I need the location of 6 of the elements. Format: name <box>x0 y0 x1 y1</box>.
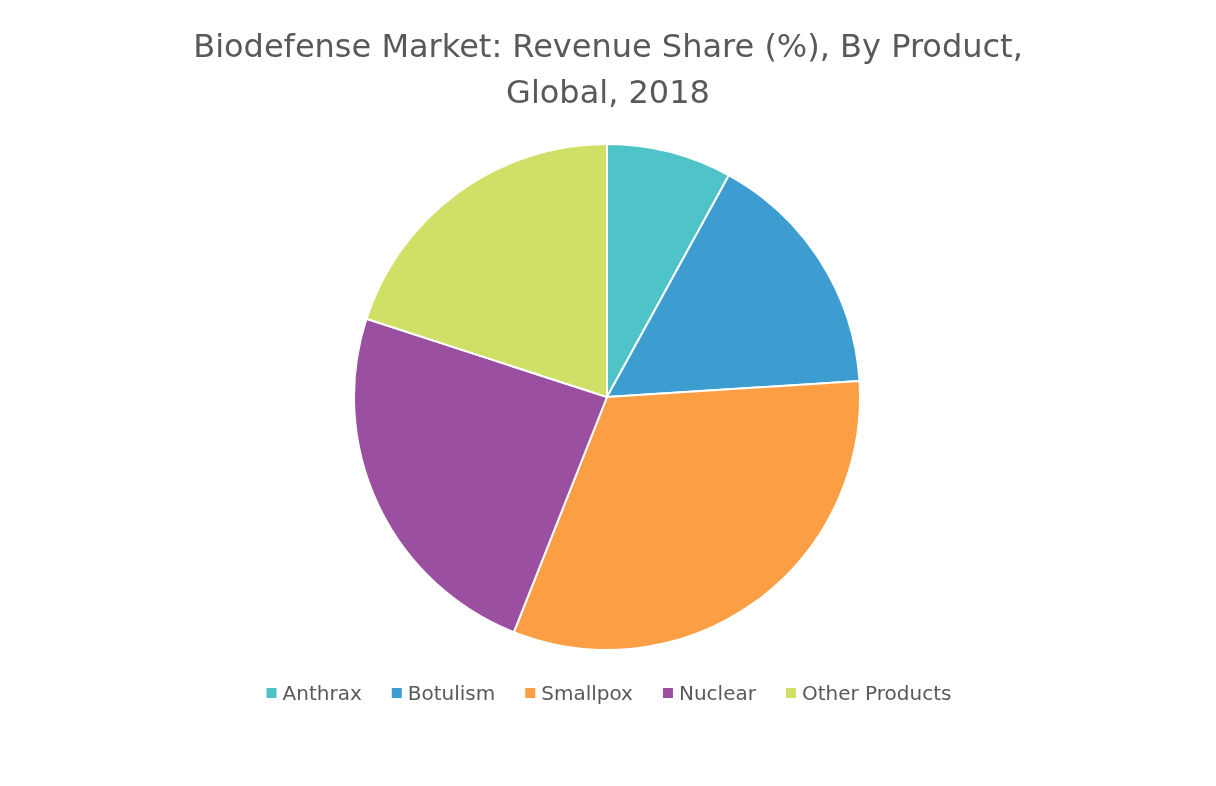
legend-label: Botulism <box>407 681 496 705</box>
legend-label: Other Products <box>801 681 952 705</box>
chart-title: Biodefense Market: Revenue Share (%), By Product, Global, 2018 <box>193 27 1023 111</box>
legend-label: Anthrax <box>282 681 362 705</box>
legend-label: Smallpox <box>541 681 634 705</box>
legend-label: Nuclear <box>678 681 757 705</box>
